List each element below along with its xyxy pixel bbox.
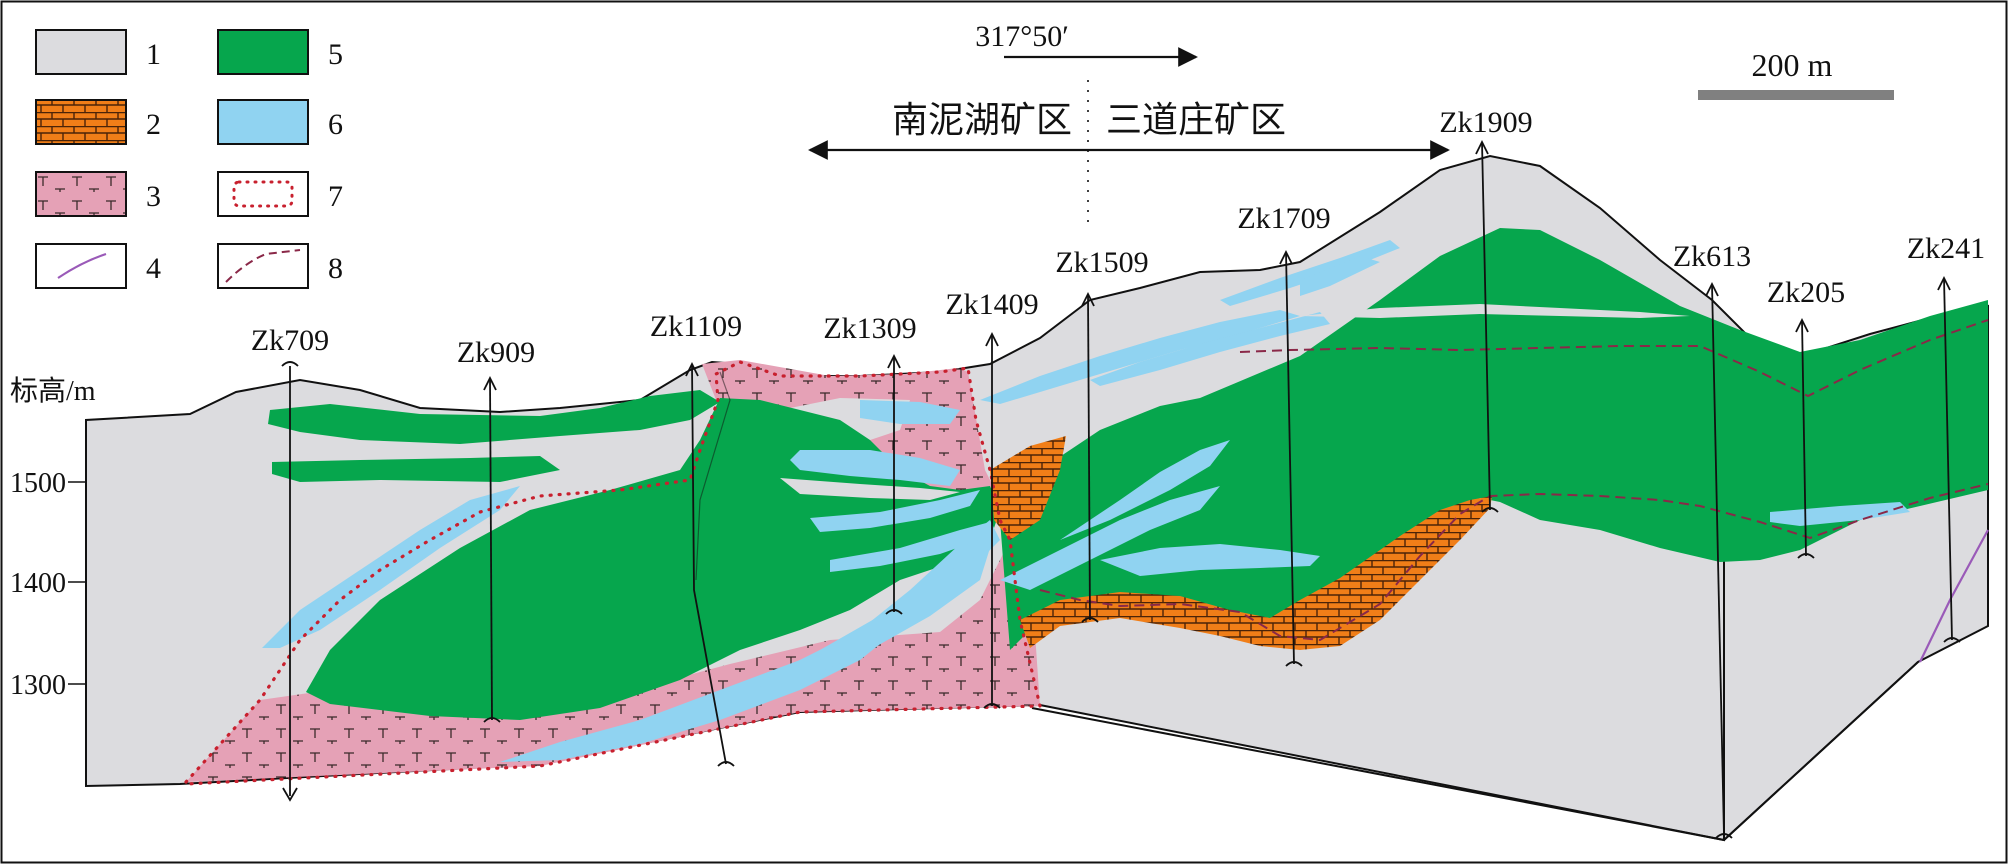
intrusive-boundary-dotted <box>184 360 1043 786</box>
borehole-label-zk1909: Zk1909 <box>1439 106 1532 139</box>
blue-orebody-band-12 <box>1090 312 1330 386</box>
borehole-label-zk205: Zk205 <box>1767 276 1845 309</box>
legend-purple-line-icon <box>57 252 107 279</box>
legend-number-5: 5 <box>328 38 343 71</box>
borehole-zk241: Zk241 <box>1907 232 1985 643</box>
scale-label: 200 m <box>1752 47 1833 83</box>
legend-swatch-green-orebody <box>217 29 309 75</box>
green-orebody-upper-lens-1 <box>268 390 720 444</box>
district-left-label: 南泥湖矿区 <box>892 100 1072 140</box>
borehole-zk1509: Zk1509 <box>1055 246 1149 623</box>
header-annotations: 317°50′ 200 m 南泥湖矿区 三道庄矿区 <box>808 20 1894 222</box>
elevation-tick-marks <box>68 481 86 685</box>
blue-orebody-band-1 <box>262 486 520 648</box>
limestone-band-right <box>1020 496 1492 650</box>
blue-orebody-band-4 <box>790 450 960 486</box>
legend-swatch-dashed-boundary <box>217 243 309 289</box>
legend-swatch-dotted-boundary <box>217 171 309 217</box>
limestone-band-left <box>990 436 1066 540</box>
legend-dotted-boundary-icon <box>232 180 294 208</box>
legend-swatch-limestone <box>35 99 127 145</box>
borehole-zk1109: Zk1109 <box>650 310 742 767</box>
borehole-label-zk1409: Zk1409 <box>945 288 1038 321</box>
legend-number-7: 7 <box>328 180 343 213</box>
district-right-label: 三道庄矿区 <box>1106 100 1286 140</box>
scale-bar <box>1698 90 1894 100</box>
blue-orebody-band-5 <box>810 490 980 532</box>
host-rock-parting-upper <box>1300 304 1690 318</box>
legend-dashed-boundary-icon <box>225 249 301 283</box>
elevation-tick-1300: 1300 <box>10 670 66 701</box>
legend-number-6: 6 <box>328 108 343 141</box>
borehole-label-zk1309: Zk1309 <box>823 312 916 345</box>
borehole-label-zk909: Zk909 <box>457 336 535 369</box>
legend: 1 2 3 4 5 6 7 8 <box>35 29 343 289</box>
blue-orebody-band-6 <box>830 522 990 572</box>
blue-orebody-band-7 <box>860 400 960 424</box>
fault-line <box>1919 529 1989 663</box>
orientation-label: 317°50′ <box>975 20 1069 53</box>
legend-swatch-host-rock <box>35 29 127 75</box>
borehole-zk1909: Zk1909 <box>1439 106 1533 513</box>
borehole-label-zk709: Zk709 <box>251 324 329 357</box>
blue-orebody-band-9 <box>1060 440 1230 540</box>
boreholes: Zk709 Zk909 Zk1109 Zk1309 Zk1409 <box>251 106 1985 839</box>
block-diagram <box>85 154 1989 842</box>
borehole-zk1309: Zk1309 <box>823 312 917 615</box>
contact-line <box>695 371 731 581</box>
ore-boundary-dashed-upper <box>1239 319 1989 398</box>
borehole-zk709: Zk709 <box>251 324 329 802</box>
legend-number-4: 4 <box>146 252 161 285</box>
borehole-label-zk1709: Zk1709 <box>1237 202 1330 235</box>
green-orebody-right <box>1000 228 1988 650</box>
borehole-label-zk613: Zk613 <box>1673 240 1751 273</box>
legend-number-2: 2 <box>146 108 161 141</box>
green-orebody-main <box>306 398 1000 720</box>
borehole-zk205: Zk205 <box>1767 276 1845 559</box>
elevation-tick-1500: 1500 <box>10 468 66 499</box>
green-orebody-upper-lens-2 <box>272 456 560 482</box>
borehole-zk1709: Zk1709 <box>1237 202 1331 667</box>
borehole-label-zk1109: Zk1109 <box>650 310 742 343</box>
elevation-title: 标高/m <box>10 375 96 407</box>
borehole-zk1409: Zk1409 <box>945 288 1039 709</box>
blue-orebody-band-8 <box>1000 486 1220 590</box>
legend-number-3: 3 <box>146 180 161 213</box>
legend-number-8: 8 <box>328 252 343 285</box>
legend-number-1: 1 <box>146 38 161 71</box>
intrusive-body-lower <box>186 540 1040 782</box>
borehole-label-zk1509: Zk1509 <box>1055 246 1148 279</box>
blue-orebody-band-11 <box>980 310 1300 404</box>
blue-orebody-band-10 <box>1100 544 1320 576</box>
blue-orebody-band-3 <box>740 548 990 690</box>
elevation-tick-1400: 1400 <box>10 568 66 599</box>
borehole-zk909: Zk909 <box>457 336 535 723</box>
ore-boundary-dashed-lower <box>1039 483 1989 642</box>
borehole-label-zk241: Zk241 <box>1907 232 1985 265</box>
borehole-zk613: Zk613 <box>1673 240 1751 839</box>
legend-swatch-blue-orebody <box>217 99 309 145</box>
elevation-axis: 标高/m 1500 1400 1300 <box>10 375 96 701</box>
legend-swatch-intrusive <box>35 171 127 217</box>
blue-orebody-band-14 <box>1300 256 1380 296</box>
blue-orebody-band-13 <box>1220 240 1400 306</box>
host-rock-parting-middle <box>780 478 960 500</box>
legend-swatch-fault-line <box>35 243 127 289</box>
